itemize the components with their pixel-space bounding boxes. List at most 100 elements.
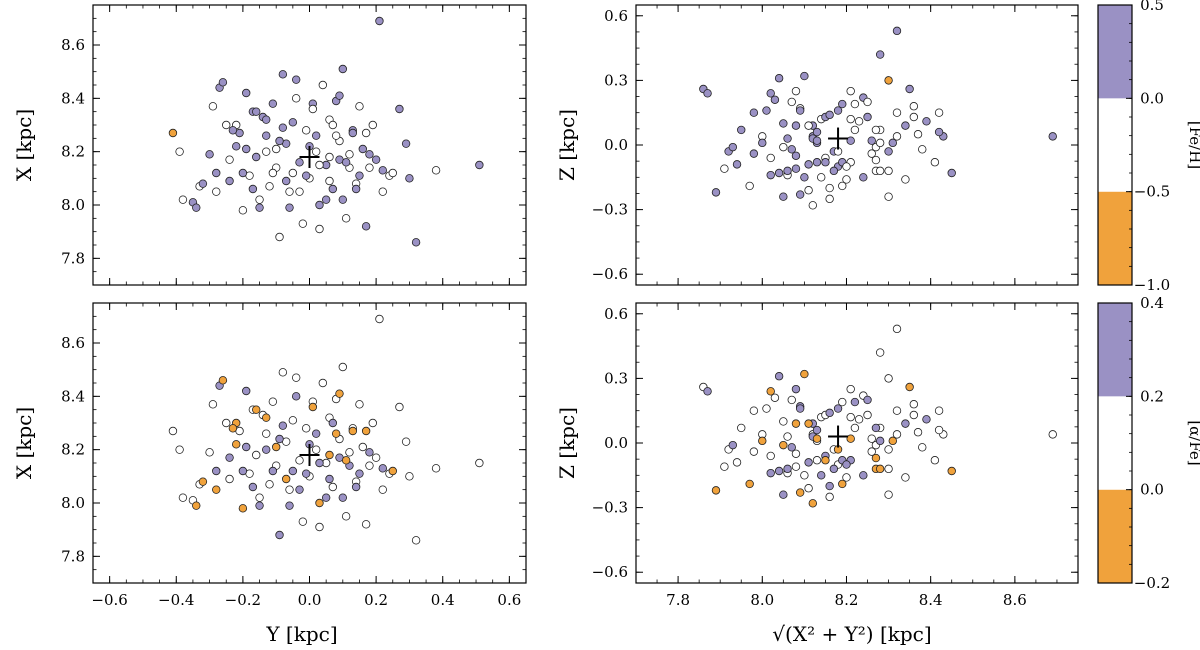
- data-point: [301, 126, 311, 135]
- colorbar-bin: [1098, 303, 1132, 397]
- x-tick-label: 0.6: [497, 591, 521, 609]
- data-point: [783, 432, 792, 441]
- data-points: [699, 26, 1057, 210]
- data-point: [192, 501, 201, 510]
- data-point: [268, 168, 278, 178]
- data-point: [884, 166, 893, 176]
- data-point: [800, 173, 809, 182]
- data-point: [255, 195, 264, 204]
- data-point: [791, 121, 801, 130]
- data-point: [905, 84, 914, 94]
- data-point: [271, 442, 281, 452]
- data-point: [922, 415, 931, 424]
- data-points: [168, 16, 484, 247]
- data-point: [934, 127, 944, 137]
- data-point: [888, 436, 897, 446]
- data-point: [825, 492, 834, 502]
- data-point: [871, 453, 881, 463]
- data-point: [850, 397, 860, 407]
- data-point: [331, 131, 341, 140]
- data-point: [205, 448, 214, 457]
- data-point: [934, 425, 944, 435]
- data-point: [783, 134, 792, 143]
- data-point: [288, 466, 298, 476]
- panel-bottom-left: −0.6 −0.4 −0.2 0.0 0.2 0.4 0.6 7.8 8.0 8.2 8.4 8.6 X…: [12, 302, 527, 609]
- data-point: [278, 123, 288, 132]
- data-point: [411, 536, 421, 545]
- y-axis-label: Z [kpc]: [555, 407, 579, 479]
- data-point: [842, 460, 851, 469]
- data-point: [301, 424, 311, 433]
- data-point: [311, 147, 321, 156]
- data-point: [884, 445, 893, 454]
- data-point: [401, 139, 411, 148]
- data-point: [888, 138, 897, 148]
- data-point: [208, 400, 218, 409]
- data-point: [315, 498, 324, 508]
- y-tick-label: 8.0: [61, 494, 85, 512]
- data-point: [791, 86, 801, 96]
- data-point: [804, 160, 813, 169]
- x-axis-label-galactocentric-radius: √(X² + Y²) [kpc]: [772, 622, 931, 646]
- data-point: [817, 471, 826, 480]
- data-point: [842, 473, 851, 482]
- data-point: [365, 163, 374, 172]
- data-point: [268, 466, 278, 476]
- panel-top-right: −0.6 −0.3 0.0 0.3 0.6 Z [kpc]: [555, 4, 1079, 286]
- data-point: [867, 434, 876, 443]
- data-point: [749, 149, 759, 158]
- data-point: [892, 406, 902, 415]
- y-tick-label: −0.3: [592, 499, 628, 517]
- data-point: [804, 419, 813, 428]
- data-point: [265, 182, 274, 191]
- data-point: [225, 155, 234, 164]
- data-point: [345, 150, 354, 159]
- data-point: [368, 418, 377, 428]
- data-point: [812, 136, 822, 145]
- x-tick-label: 8.4: [919, 591, 943, 609]
- data-point: [275, 232, 284, 242]
- data-point: [892, 430, 902, 439]
- data-point: [825, 408, 834, 418]
- data-point: [351, 482, 361, 492]
- y-tick-label: 0.0: [604, 136, 628, 154]
- data-point: [833, 106, 843, 115]
- data-point: [255, 203, 264, 212]
- data-point: [909, 102, 919, 111]
- colorbar-cbar-feh: −1.0 −0.5 0.0 0.5 [Fe/H]: [1097, 0, 1200, 294]
- data-point: [808, 499, 817, 508]
- data-point: [905, 382, 914, 392]
- colorbar-label: [α/Fe]: [1186, 420, 1200, 465]
- data-point: [175, 147, 184, 156]
- data-point: [405, 174, 414, 183]
- colorbar-bin: [1098, 98, 1132, 192]
- data-point: [212, 466, 221, 476]
- data-point: [208, 102, 218, 111]
- data-point: [365, 448, 374, 457]
- data-point: [884, 147, 893, 156]
- y-tick-label: −0.6: [592, 265, 628, 283]
- data-point: [791, 384, 801, 394]
- data-point: [850, 423, 860, 433]
- data-point: [295, 158, 304, 167]
- data-point: [378, 166, 387, 175]
- data-point: [325, 474, 334, 484]
- y-tick-label: 8.2: [61, 441, 85, 459]
- data-point: [205, 150, 214, 159]
- data-point: [791, 419, 801, 428]
- data-point: [728, 142, 738, 152]
- colorbar-bin: [1098, 5, 1132, 99]
- data-point: [854, 117, 864, 126]
- x-axis-label-y-kpc: Y [kpc]: [265, 622, 337, 646]
- data-point: [285, 203, 294, 212]
- data-point: [732, 160, 742, 169]
- y-tick-label: 8.0: [61, 196, 85, 214]
- data-point: [1048, 132, 1057, 141]
- data-point: [262, 445, 271, 454]
- data-point: [1048, 430, 1057, 439]
- data-point: [218, 78, 228, 87]
- data-point: [232, 440, 241, 449]
- x-tick-label: 0.4: [431, 591, 455, 609]
- data-point: [378, 485, 387, 494]
- data-point: [842, 175, 851, 184]
